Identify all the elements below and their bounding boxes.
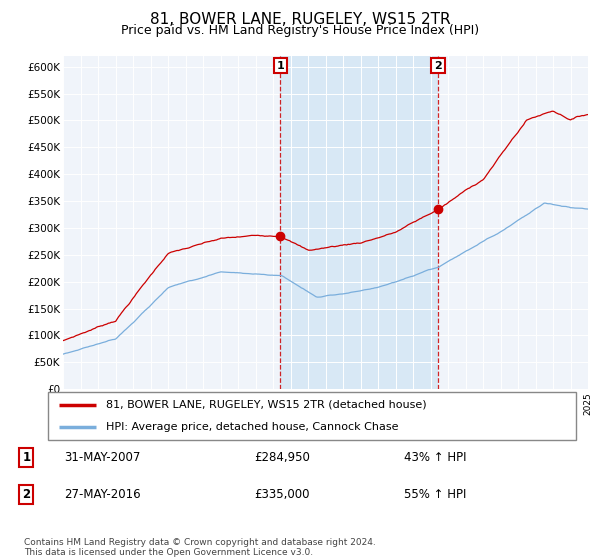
Text: 2: 2 [22,488,31,501]
Text: 81, BOWER LANE, RUGELEY, WS15 2TR (detached house): 81, BOWER LANE, RUGELEY, WS15 2TR (detac… [106,400,427,410]
Text: 55% ↑ HPI: 55% ↑ HPI [404,488,466,501]
Text: 43% ↑ HPI: 43% ↑ HPI [404,451,466,464]
Text: 2: 2 [434,60,442,71]
Text: 27-MAY-2016: 27-MAY-2016 [64,488,140,501]
Text: Price paid vs. HM Land Registry's House Price Index (HPI): Price paid vs. HM Land Registry's House … [121,24,479,36]
Text: Contains HM Land Registry data © Crown copyright and database right 2024.
This d: Contains HM Land Registry data © Crown c… [24,538,376,557]
Text: 1: 1 [277,60,284,71]
Text: 1: 1 [22,451,31,464]
Text: HPI: Average price, detached house, Cannock Chase: HPI: Average price, detached house, Cann… [106,422,398,432]
Bar [280,56,438,389]
Text: £335,000: £335,000 [254,488,310,501]
Text: 81, BOWER LANE, RUGELEY, WS15 2TR: 81, BOWER LANE, RUGELEY, WS15 2TR [149,12,451,27]
Text: 31-MAY-2007: 31-MAY-2007 [64,451,140,464]
FancyBboxPatch shape [48,392,576,440]
Text: £284,950: £284,950 [254,451,310,464]
